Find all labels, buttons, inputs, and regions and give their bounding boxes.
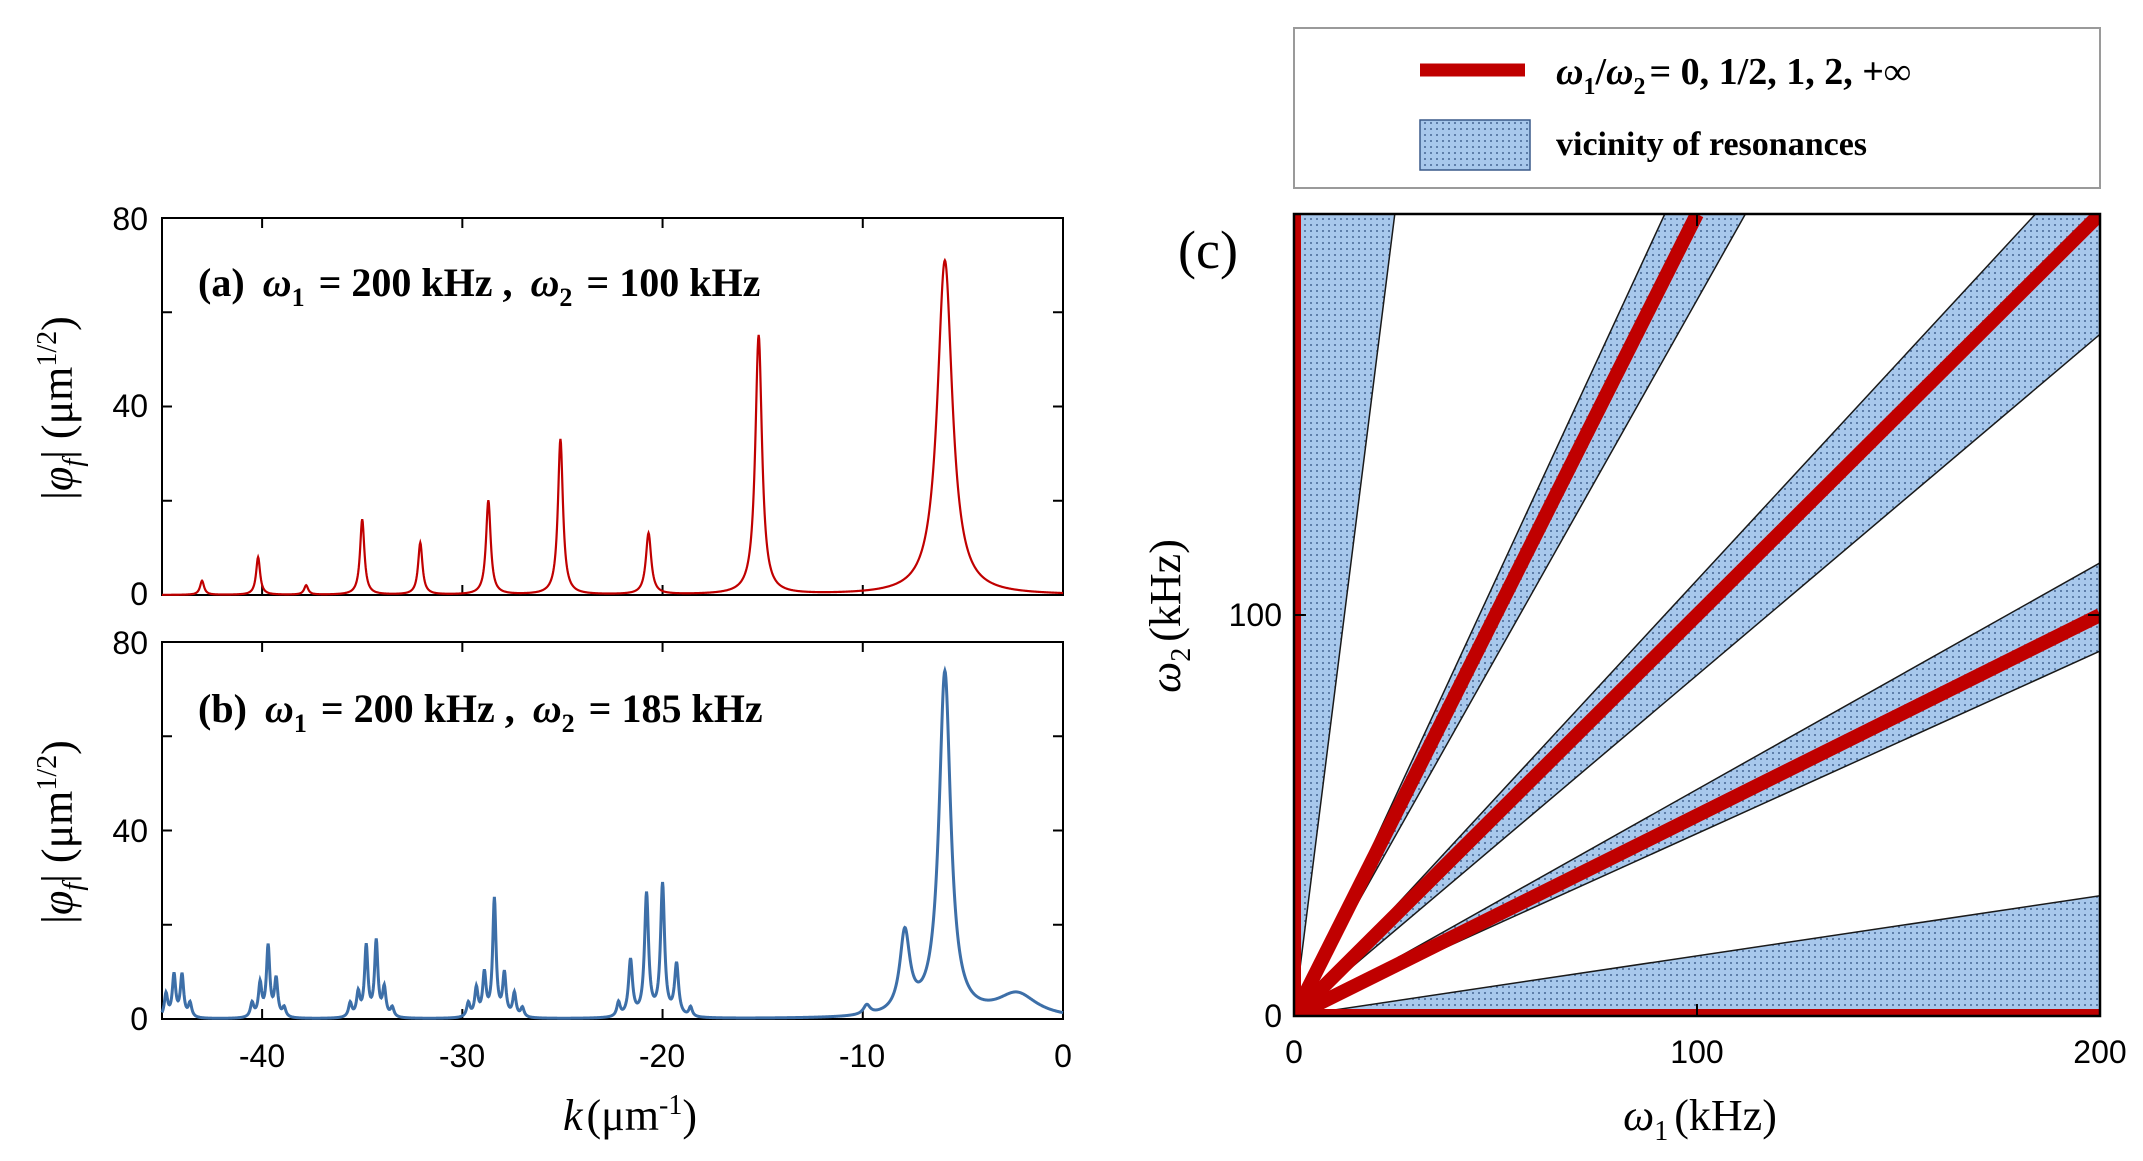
panel-b-ytick-0: 0 (130, 1001, 148, 1037)
legend-band-label: vicinity of resonances (1556, 126, 1867, 163)
panel-b-ylabel: |φf| (μm1/2) (32, 740, 89, 924)
panel-a-ytick-0: 0 (130, 576, 148, 612)
panel-b-ticks (162, 641, 1063, 1020)
panel-b-ytick-80: 80 (112, 625, 148, 661)
panel-a-curve (162, 257, 1064, 596)
panel-c-xlabel: ω1 (kHz) (1623, 1091, 1777, 1147)
panel-b-xtick-neg40: -40 (239, 1038, 285, 1074)
panel-a-annotation: (a) ω1 = 200 kHz , ω2 = 100 kHz (198, 260, 760, 315)
panel-b-w2-value: = 185 kHz (589, 686, 763, 731)
legend-band-swatch (1419, 119, 1531, 171)
resonance-band-5 (1294, 894, 2100, 1016)
panel-b-xlabel: k(μm-1) (563, 1090, 697, 1140)
panel-c-label: (c) (1178, 220, 1238, 280)
legend-line-label: ω1/ω2 = 0, 1/2, 1, 2, +∞ (1556, 51, 1911, 100)
panel-b: 0 40 80 -40 -30 -20 -10 0 (b) ω1 = 200 k… (32, 625, 1072, 1140)
panel-c-ytick-0: 0 (1264, 998, 1282, 1034)
panel-b-xtick-neg20: -20 (639, 1038, 685, 1074)
panel-a-w2-symbol: ω (530, 260, 559, 305)
panel-b-w1-value: = 200 kHz , (321, 686, 515, 731)
panel-c-xtick-200: 200 (2073, 1034, 2126, 1070)
resonance-line-3 (1294, 214, 2100, 1016)
panel-a: 0 40 80 (a) ω1 = 200 kHz , ω2 = 100 kHz … (32, 201, 1064, 612)
panel-b-w1-sub: 1 (294, 709, 307, 738)
panel-b-ytick-40: 40 (112, 813, 148, 849)
panel-c: (c) 0 100 200 0 100 ω1 (kHz) ω2(kHz) ω1/ω… (1141, 27, 2127, 1147)
panel-a-w1-value: = 200 kHz , (319, 260, 513, 305)
panel-b-w1-symbol: ω (265, 686, 294, 731)
resonance-line-4 (1294, 608, 2100, 1016)
panel-a-ylabel: |φf| (μm1/2) (32, 316, 89, 500)
panel-b-xtick-neg10: -10 (839, 1038, 885, 1074)
panel-b-label: (b) (198, 686, 247, 731)
panel-b-w2-sub: 2 (562, 709, 575, 738)
resonance-band-4 (1294, 562, 2100, 1016)
panel-a-ytick-80: 80 (112, 201, 148, 237)
panel-b-annotation: (b) ω1 = 200 kHz , ω2 = 185 kHz (198, 686, 763, 741)
panel-c-xtick-0: 0 (1285, 1034, 1303, 1070)
panel-b-xtick-0: 0 (1054, 1038, 1072, 1074)
panel-c-legend: ω1/ω2 = 0, 1/2, 1, 2, +∞ vicinity of reso… (1293, 27, 2101, 189)
panel-b-curve (160, 665, 1064, 1020)
resonance-band-1 (1294, 214, 1747, 1016)
panel-c-ylabel: ω2(kHz) (1141, 539, 1197, 693)
panel-c-resonance-lines (1294, 214, 2100, 1016)
panel-c-ytick-100: 100 (1229, 597, 1282, 633)
panel-a-w2-sub: 2 (559, 283, 572, 312)
panel-a-w1-sub: 1 (292, 283, 305, 312)
panel-b-xtick-neg30: -30 (439, 1038, 485, 1074)
resonance-line-2 (1294, 214, 1704, 1016)
panel-c-ticks (1294, 214, 2100, 1016)
resonance-band-0 (1294, 214, 1396, 1016)
panel-a-ytick-40: 40 (112, 388, 148, 424)
panel-b-w2-symbol: ω (533, 686, 562, 731)
panel-a-label: (a) (198, 260, 245, 305)
panel-a-w2-value: = 100 kHz (586, 260, 760, 305)
panel-c-xtick-100: 100 (1670, 1034, 1723, 1070)
panel-a-w1-symbol: ω (263, 260, 292, 305)
